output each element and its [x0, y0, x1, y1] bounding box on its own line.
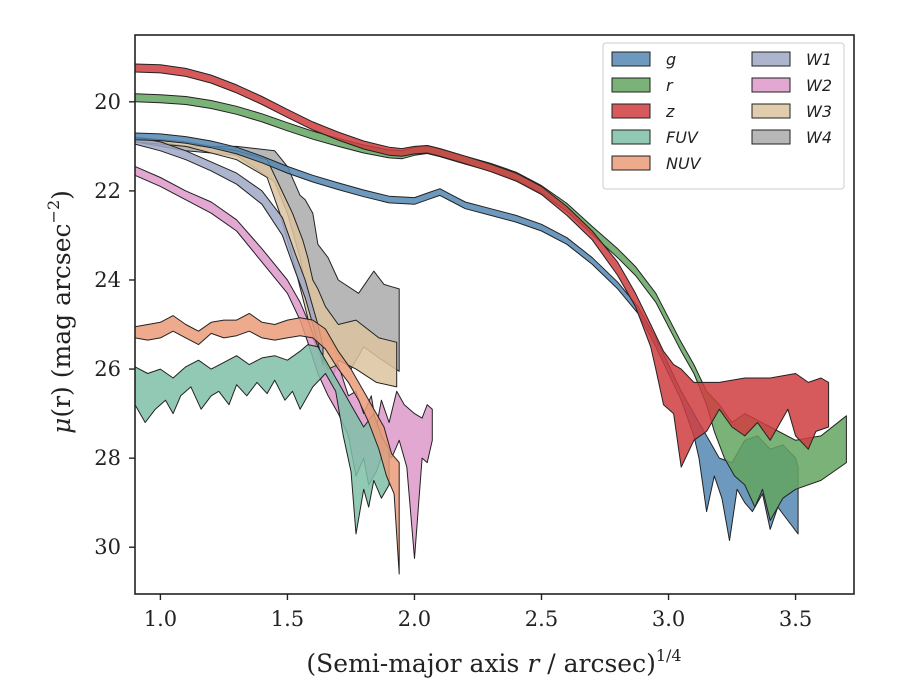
legend-label-w1: W1: [806, 50, 832, 69]
band-g: [134, 132, 799, 541]
y-tick-label: 26: [94, 357, 121, 381]
band-nuv: [134, 312, 400, 575]
legend-label-w3: W3: [806, 102, 832, 121]
legend: grz FUV NUV W1 W2 W3 W4: [602, 42, 845, 190]
y-tick-label: 30: [94, 535, 121, 559]
legend-swatch-g: [611, 51, 651, 67]
y-axis-title-mu: μ: [47, 418, 76, 434]
legend-swatch-z: [611, 103, 651, 119]
band-z: [134, 63, 830, 468]
band-w3: [134, 136, 398, 388]
y-axis-ticks: 20 22 24 26 28 30: [94, 90, 135, 559]
y-axis-title-unit: (mag arcsec: [47, 223, 76, 386]
y-axis-title-arg: (r): [47, 386, 76, 417]
y-axis-title: μ(r) (mag arcsec−2): [44, 190, 76, 434]
legend-swatch-w3: [751, 103, 791, 119]
legend-label-w4: W4: [806, 128, 832, 147]
y-tick-label: 24: [94, 268, 121, 292]
legend-label-g: g: [666, 50, 676, 69]
y-tick-label: 22: [94, 179, 121, 203]
legend-swatch-fuv: [611, 129, 651, 145]
x-axis-title-var: r: [527, 649, 541, 678]
y-tick-label: 20: [94, 90, 121, 114]
legend-swatch-nuv: [611, 155, 651, 171]
legend-label-r: r: [666, 76, 674, 95]
x-axis-title-unit: / arcsec): [539, 649, 656, 678]
x-axis-ticks: 1.0 1.5 2.0 2.5 3.0 3.5: [144, 594, 812, 631]
x-tick-label: 3.0: [652, 607, 685, 631]
x-axis-title-main: (Semi-major axis: [306, 649, 527, 678]
profile-bands: [134, 63, 847, 575]
plot-frame: [134, 34, 855, 595]
legend-swatch-w1: [751, 51, 791, 67]
x-tick-label: 2.5: [525, 607, 558, 631]
legend-label-z: z: [665, 102, 675, 121]
x-tick-label: 1.0: [144, 607, 177, 631]
y-axis-title-close: ): [47, 190, 76, 200]
legend-swatch-w2: [751, 77, 791, 93]
legend-swatch-w4: [751, 129, 791, 145]
x-tick-label: 3.5: [779, 607, 812, 631]
x-axis-title-exp: 1/4: [656, 646, 682, 665]
legend-label-nuv: NUV: [666, 154, 702, 173]
x-tick-label: 2.0: [398, 607, 431, 631]
legend-swatch-r: [611, 77, 651, 93]
legend-label-w2: W2: [806, 76, 832, 95]
y-tick-label: 28: [94, 446, 121, 470]
y-axis-title-exp: −2: [44, 200, 63, 224]
x-tick-label: 1.5: [271, 607, 304, 631]
legend-label-fuv: FUV: [666, 128, 699, 147]
band-fuv: [134, 344, 390, 535]
x-axis-title: (Semi-major axis r / arcsec)1/4: [306, 646, 681, 678]
